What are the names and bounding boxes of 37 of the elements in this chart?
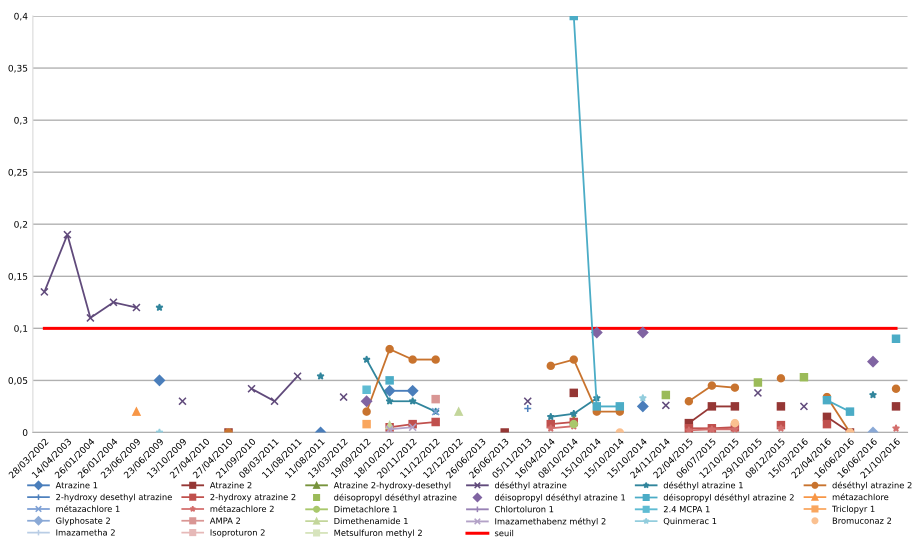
legend-label: déséthyl atrazine 1 [664, 482, 743, 490]
legend-label: déséthyl atrazine [494, 482, 566, 490]
legend-label: Triclopyr 1 [832, 506, 874, 514]
y-tick-label: 0,15 [8, 273, 28, 281]
legend-label: déisopropyl déséthyl atrazine 2 [664, 494, 794, 502]
y-tick-label: 0,2 [14, 220, 28, 229]
y-tick-label: 0,35 [8, 64, 28, 73]
legend-label: Isoproturon 2 [210, 529, 265, 538]
legend-label: Glyphosate 2 [56, 517, 110, 526]
legend-label: AMPA 2 [210, 518, 240, 524]
legend-label: déisopropyl déséthyl atrazine [334, 494, 457, 502]
legend-label: déséthyl atrazine 2 [832, 482, 912, 490]
legend-label: Atrazine 2-hydroxy-desethyl [334, 482, 450, 490]
legend-label: métazachlore [832, 493, 888, 500]
legend-label: seuil [494, 530, 514, 536]
legend-label: Metsulfuron methyl 2 [334, 530, 422, 538]
y-tick-label: 0 [22, 429, 28, 436]
y-tick-label: 0,25 [8, 168, 28, 177]
legend-label: Imazamethabenz méthyl 2 [495, 518, 606, 526]
y-tick-label: 0,05 [8, 377, 28, 385]
legend-label: Dimetachlore 1 [334, 506, 397, 512]
legend-label: déisopropyl déséthyl atrazine 1 [494, 494, 625, 502]
legend-label: métazachlore 1 [56, 505, 120, 512]
y-tick-label: 0,1 [14, 325, 28, 333]
legend-label: Atrazine 2 [210, 482, 252, 488]
legend-label: Chlortoluron 1 [494, 506, 554, 512]
legend-label: 2.4 MCPA 1 [664, 506, 710, 512]
legend-label: Dimethenamide 1 [334, 518, 408, 524]
legend-label: 2-hydroxy desethyl atrazine [56, 494, 172, 502]
legend-label: métazachlore 2 [210, 505, 274, 512]
legend-label: Atrazine 1 [56, 482, 98, 488]
y-tick-label: 0,3 [14, 116, 28, 125]
legend-label: Quinmerac 1 [664, 518, 716, 526]
y-tick-label: 0,4 [14, 12, 28, 21]
legend-label: Bromuconaz 2 [832, 518, 892, 524]
legend-label: Imazametha 2 [56, 529, 115, 536]
legend-label: 2-hydroxy atrazine 2 [210, 494, 296, 502]
